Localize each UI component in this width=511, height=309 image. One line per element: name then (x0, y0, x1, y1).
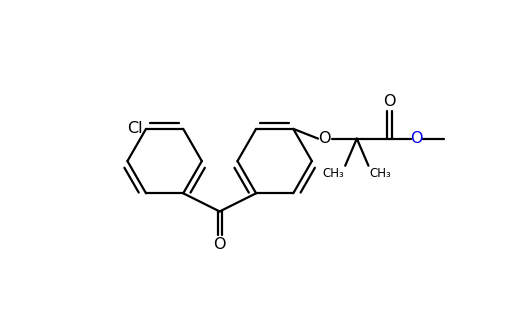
Text: O: O (318, 131, 331, 146)
Text: O: O (410, 131, 423, 146)
Text: CH₃: CH₃ (322, 167, 344, 180)
Text: Cl: Cl (127, 121, 143, 136)
Text: CH₃: CH₃ (369, 167, 391, 180)
Text: O: O (383, 94, 396, 109)
Text: O: O (214, 237, 226, 252)
